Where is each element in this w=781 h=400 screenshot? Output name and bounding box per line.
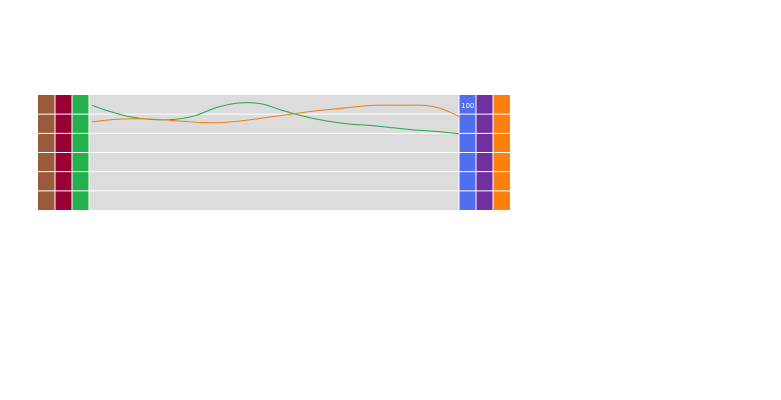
y-tick-label: 100	[461, 102, 474, 110]
series-line-2	[91, 104, 460, 124]
